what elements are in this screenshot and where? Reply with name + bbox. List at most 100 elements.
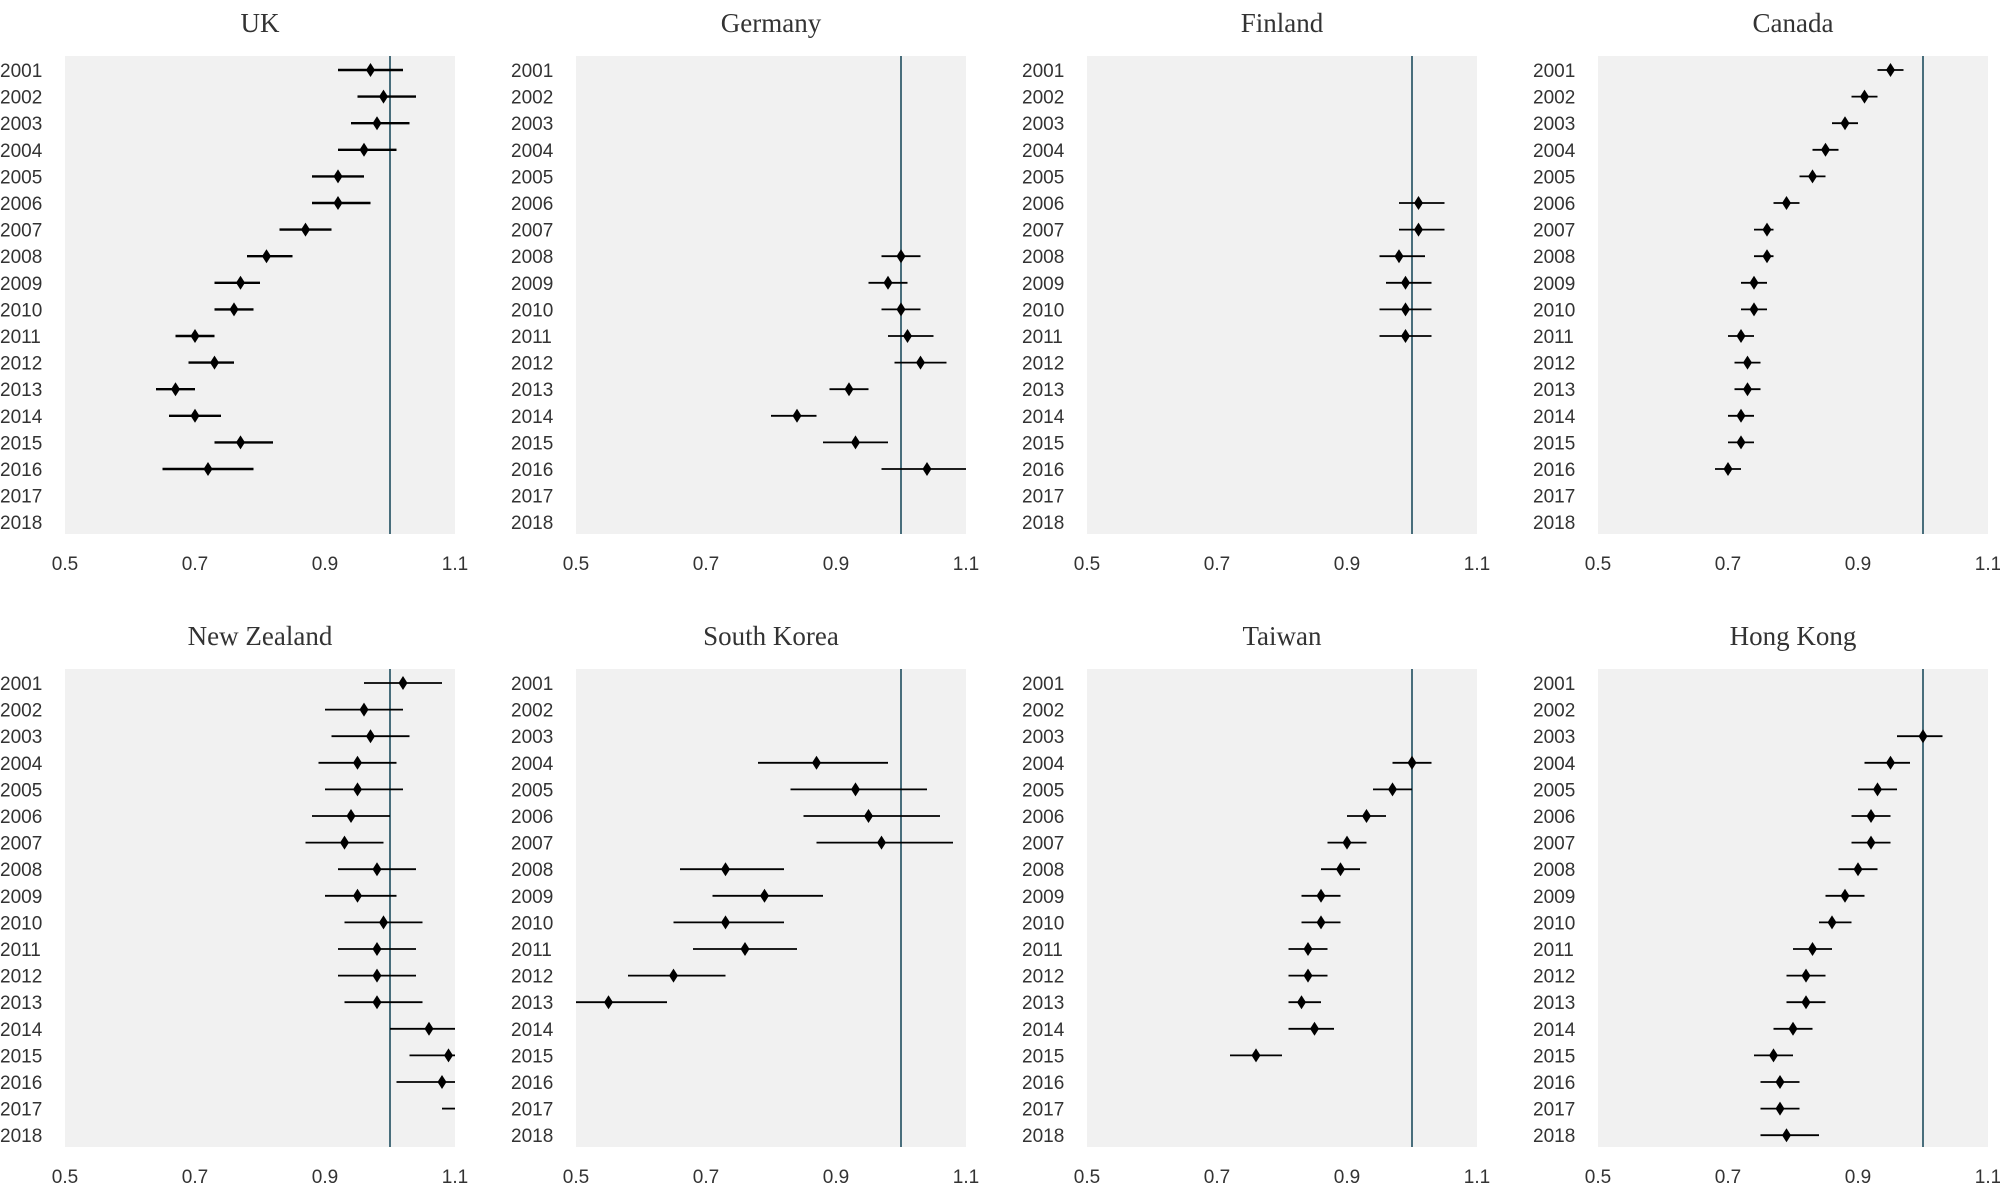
x-tick-label: 0.5 [52, 1167, 78, 1184]
point-estimate-marker [1782, 196, 1791, 210]
panel-south-korea: South Korea 2001 2002 2003 2004 2005 2006 2007 2… [511, 621, 979, 1184]
year-tick-label: 2011 [1022, 940, 1063, 961]
x-tick-label: 1.1 [1975, 1167, 2000, 1184]
year-tick-label: 2018 [1022, 513, 1064, 534]
year-tick-label: 2013 [511, 993, 553, 1014]
point-estimate-marker [1743, 355, 1752, 370]
year-tick-label: 2002 [511, 88, 553, 109]
year-tick-label: 2013 [0, 993, 42, 1014]
year-tick-label: 2006 [511, 807, 553, 828]
year-tick-label: 2005 [511, 780, 553, 801]
point-estimate-marker [236, 275, 245, 290]
panel-canada: Canada 2001 2002 2003 2004 2005 2006 2007 2008 20… [1533, 8, 2000, 575]
plot-area [65, 669, 455, 1147]
year-tick-label: 2016 [511, 1073, 553, 1094]
x-tick-label: 0.5 [52, 554, 78, 575]
year-tick-label: 2002 [1533, 88, 1575, 109]
point-estimate-marker [864, 809, 873, 823]
year-tick-label: 2016 [0, 460, 42, 481]
year-tick-label: 2008 [1022, 247, 1064, 268]
point-estimate-marker [340, 835, 349, 850]
year-tick-label: 2011 [1022, 327, 1063, 348]
year-tick-label: 2004 [1533, 141, 1576, 162]
point-estimate-marker [760, 888, 769, 903]
point-estimate-marker [883, 275, 893, 290]
x-tick-label: 1.1 [442, 1167, 468, 1184]
year-tick-label: 2017 [1022, 487, 1064, 508]
year-tick-label: 2017 [1533, 1100, 1575, 1121]
point-estimate-marker [1886, 63, 1895, 77]
point-estimate-marker [229, 302, 239, 317]
point-estimate-marker [353, 755, 362, 770]
year-tick-label: 2002 [0, 701, 42, 722]
year-tick-label: 2008 [511, 860, 553, 881]
year-tick-label: 2018 [0, 1126, 42, 1147]
point-estimate-marker [1762, 249, 1772, 264]
panel-finland: Finland 2001 2002 2003 2004 2005 2006 2007 2008 2… [1022, 8, 1490, 575]
year-tick-label: 2008 [1533, 860, 1575, 881]
plot-area [1087, 56, 1477, 534]
plot-area [1087, 669, 1477, 1147]
x-tick-label: 0.5 [1585, 1167, 1611, 1184]
point-estimate-marker [372, 968, 382, 983]
year-tick-label: 2002 [1533, 701, 1575, 722]
panel-title: UK [241, 8, 280, 38]
point-estimate-marker [190, 329, 200, 343]
year-tick-label: 2002 [0, 88, 42, 109]
x-tick-label: 0.7 [693, 554, 719, 575]
year-tick-label: 2001 [0, 674, 42, 695]
point-estimate-marker [372, 942, 382, 956]
year-tick-label: 2012 [511, 967, 553, 988]
year-tick-label: 2009 [511, 274, 553, 295]
year-tick-label: 2002 [511, 701, 553, 722]
year-tick-label: 2008 [511, 247, 553, 268]
year-tick-label: 2011 [0, 940, 41, 961]
point-estimate-marker [190, 408, 200, 423]
x-tick-label: 0.9 [1334, 1167, 1360, 1184]
point-estimate-marker [424, 1021, 434, 1036]
point-estimate-marker [1840, 116, 1850, 131]
year-tick-label: 2009 [1022, 274, 1064, 295]
point-estimate-marker [1788, 1021, 1798, 1036]
year-tick-label: 2012 [1022, 354, 1064, 375]
year-tick-label: 2009 [1533, 274, 1575, 295]
year-tick-label: 2001 [1533, 674, 1575, 695]
year-tick-label: 2015 [1533, 1046, 1575, 1067]
panel-germany: Germany 2001 2002 2003 2004 2005 2006 2007 2008 2… [511, 8, 979, 575]
year-tick-label: 2010 [511, 913, 553, 934]
point-estimate-marker [1723, 462, 1733, 476]
point-estimate-marker [1860, 89, 1869, 104]
x-tick-label: 0.7 [1204, 1167, 1230, 1184]
year-tick-label: 2016 [1533, 1073, 1575, 1094]
year-tick-label: 2007 [0, 834, 42, 855]
point-estimate-marker [1414, 196, 1423, 210]
year-tick-label: 2003 [0, 114, 42, 135]
year-tick-label: 2006 [511, 194, 553, 215]
year-tick-label: 2009 [511, 887, 553, 908]
year-tick-label: 2006 [0, 807, 42, 828]
year-tick-label: 2008 [0, 247, 42, 268]
year-tick-label: 2003 [1022, 727, 1064, 748]
plot-area [1598, 669, 1988, 1147]
year-tick-label: 2011 [1533, 940, 1574, 961]
x-tick-label: 0.9 [823, 554, 849, 575]
x-tick-label: 1.1 [1464, 1167, 1490, 1184]
year-tick-label: 2010 [0, 300, 42, 321]
point-estimate-marker [1414, 222, 1423, 237]
point-estimate-marker [236, 435, 245, 450]
x-tick-label: 1.1 [1464, 554, 1490, 575]
year-tick-label: 2005 [1533, 167, 1575, 188]
year-tick-label: 2007 [511, 834, 553, 855]
year-tick-label: 2008 [0, 860, 42, 881]
point-estimate-marker [877, 835, 886, 850]
panel-title: Finland [1241, 8, 1324, 38]
year-tick-label: 2001 [511, 674, 553, 695]
year-tick-label: 2017 [511, 1100, 553, 1121]
year-tick-label: 2009 [0, 274, 42, 295]
year-tick-label: 2014 [1533, 407, 1576, 428]
year-tick-label: 2006 [0, 194, 42, 215]
x-tick-label: 0.9 [1334, 554, 1360, 575]
year-tick-label: 2011 [511, 940, 552, 961]
x-tick-label: 0.9 [312, 1167, 338, 1184]
point-estimate-marker [1297, 995, 1306, 1010]
